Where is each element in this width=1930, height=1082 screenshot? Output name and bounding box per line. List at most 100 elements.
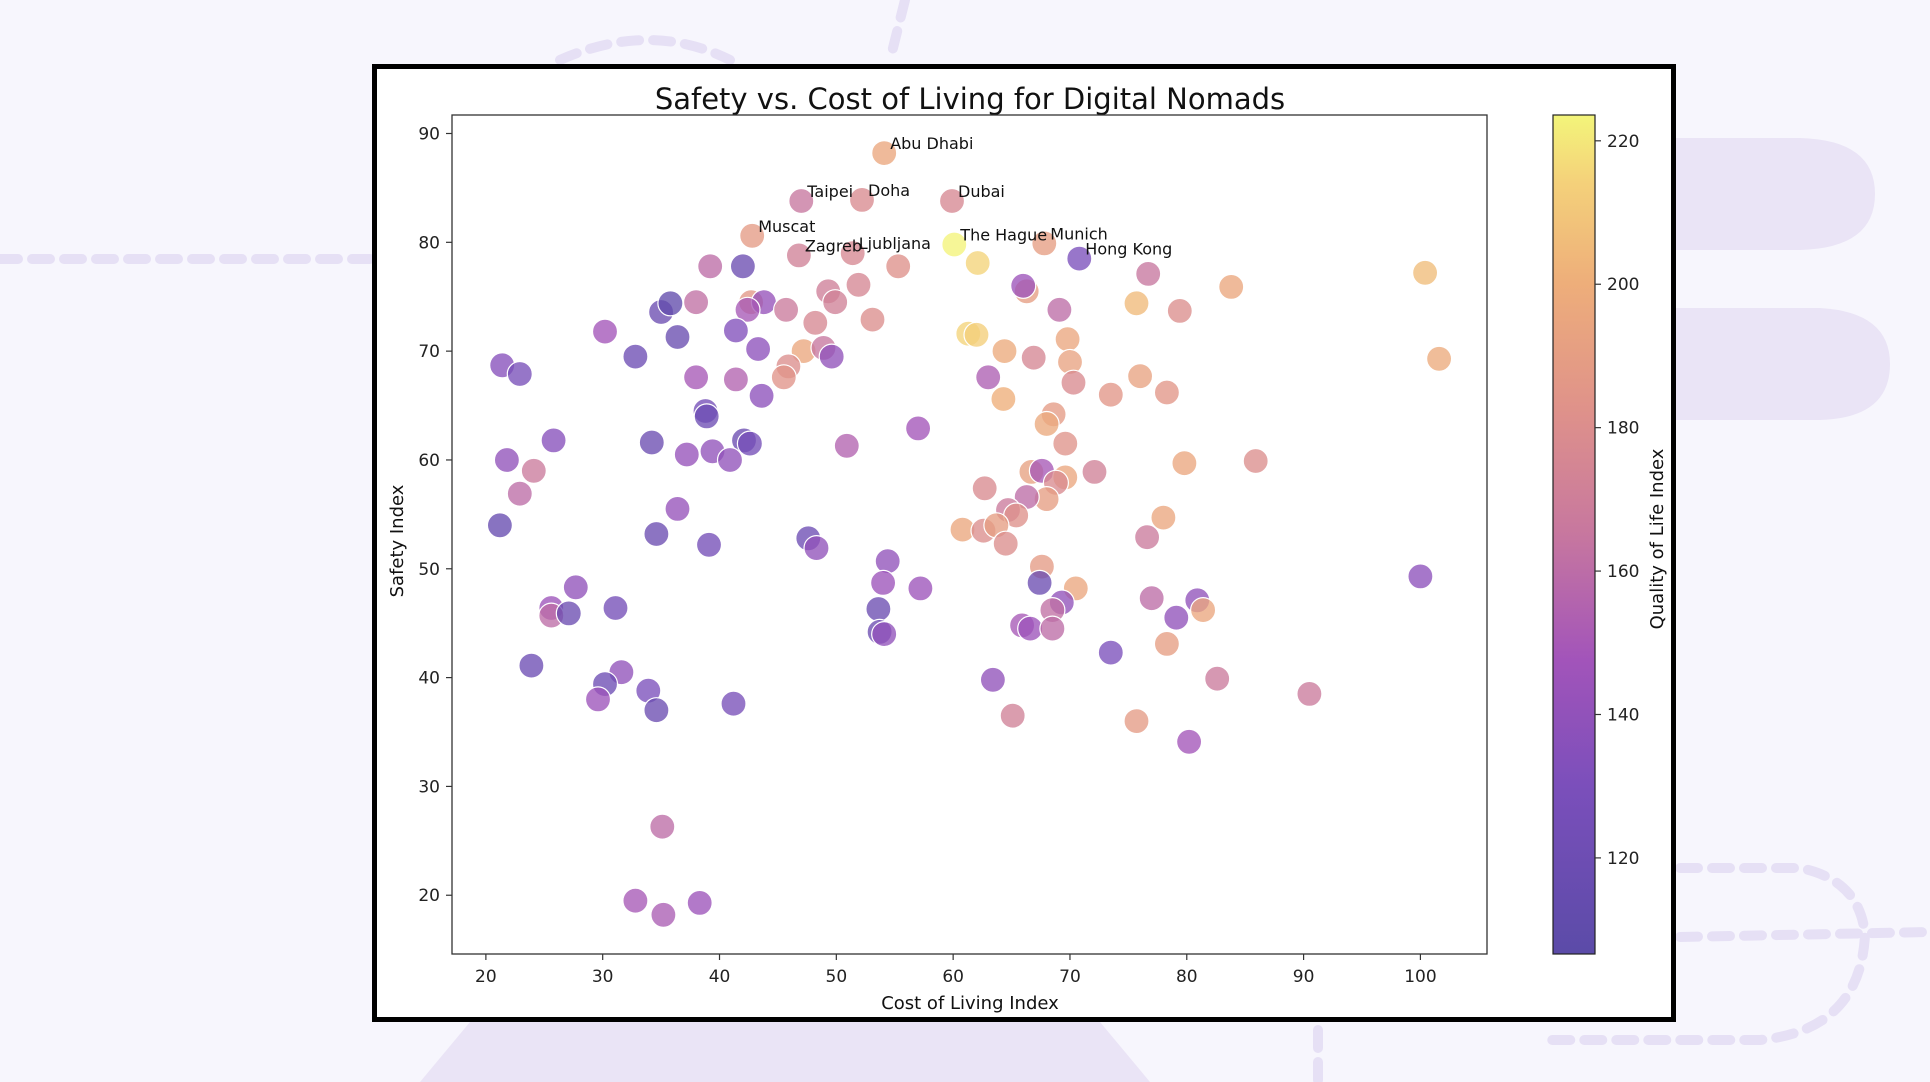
y-tick-label: 40 (418, 669, 440, 689)
data-point (748, 382, 775, 409)
x-tick-label: 50 (826, 967, 848, 987)
data-point (848, 186, 876, 213)
data-point (1033, 410, 1060, 438)
y-tick-label: 50 (418, 560, 440, 580)
data-point (562, 574, 589, 601)
data-point (990, 385, 1017, 413)
data-point (1017, 615, 1044, 642)
data-point (1166, 297, 1193, 324)
data-point (1138, 585, 1165, 612)
data-point (963, 321, 990, 348)
colorbar-tick-label: 120 (1607, 849, 1639, 869)
data-point (493, 446, 520, 474)
plot-area: Abu Dhabi Taipei Doha Dubai MuscatZagrebLjub… (451, 114, 1488, 955)
data-point (1133, 524, 1161, 551)
data-point (1153, 630, 1181, 658)
data-point (1031, 230, 1058, 257)
data-point (716, 446, 744, 474)
data-point (991, 338, 1018, 365)
point-annotation: Hong Kong (1085, 240, 1172, 259)
data-point (865, 595, 892, 623)
data-point (904, 415, 932, 442)
data-point (871, 139, 898, 167)
colorbar-tick-label: 180 (1607, 419, 1639, 439)
data-point (822, 289, 849, 316)
colorbar-gradient (1552, 114, 1596, 955)
data-point (833, 432, 860, 459)
colorbar-tick-label: 140 (1607, 705, 1639, 725)
point-annotation: The Hague (959, 226, 1047, 245)
colorbar-tick-label: 160 (1607, 562, 1639, 582)
data-point (1204, 665, 1231, 692)
x-axis: 20 30 40 50 60 70 80 90 100 (475, 954, 1437, 987)
data-point (650, 901, 677, 928)
data-point (788, 187, 815, 215)
data-point (1171, 450, 1198, 477)
y-tick-label: 80 (418, 233, 440, 253)
x-axis-label: Cost of Living Index (881, 993, 1059, 1014)
data-point (773, 296, 800, 323)
data-point (745, 335, 772, 363)
data-point (506, 360, 533, 388)
data-point (859, 306, 886, 333)
data-point (1054, 326, 1081, 353)
data-point (803, 535, 830, 562)
data-point (1189, 596, 1217, 624)
data-point (1097, 639, 1124, 666)
data-point (736, 430, 763, 457)
data-point (1123, 290, 1150, 317)
data-point (1060, 369, 1087, 396)
data-point (729, 253, 756, 280)
background-shapes (420, 138, 1890, 1082)
y-axis-label: Safety Index (387, 484, 408, 597)
data-point (643, 697, 670, 724)
colorbar-tick-label: 200 (1607, 275, 1639, 295)
data-point (1425, 345, 1453, 372)
data-point (686, 889, 713, 917)
data-point (885, 253, 912, 280)
colorbar: 120 140 160 180 200 220 (1552, 114, 1639, 955)
data-point (506, 480, 533, 507)
data-point (722, 317, 749, 344)
data-point (1066, 245, 1093, 272)
point-annotation: Muscat (758, 217, 815, 236)
y-tick-label: 70 (418, 342, 440, 362)
data-point (964, 249, 991, 277)
data-point (941, 231, 968, 258)
data-point (657, 290, 684, 317)
data-point (1175, 728, 1203, 755)
data-point (734, 296, 761, 323)
x-tick-label: 80 (1176, 967, 1198, 987)
data-point (1218, 273, 1245, 300)
data-point (693, 403, 720, 430)
data-point (664, 495, 691, 522)
data-point (1296, 680, 1323, 708)
data-point (907, 575, 934, 602)
data-point (785, 242, 812, 269)
data-point (1052, 430, 1079, 457)
data-point (520, 457, 547, 484)
point-annotation: Munich (1050, 224, 1107, 243)
data-point (1153, 379, 1181, 406)
data-point (1242, 447, 1269, 475)
x-tick-label: 70 (1059, 967, 1081, 987)
point-annotation: Ljubljana (859, 234, 931, 253)
point-annotation: Zagreb (805, 236, 862, 255)
data-point (649, 813, 676, 840)
data-point (845, 271, 872, 298)
colorbar-tick-label: 220 (1607, 132, 1639, 152)
data-point (1411, 259, 1439, 286)
x-tick-label: 100 (1404, 967, 1436, 987)
data-point (683, 289, 710, 316)
y-tick-label: 60 (418, 451, 440, 471)
data-point (979, 666, 1007, 693)
data-point (720, 690, 747, 717)
data-point (1026, 569, 1053, 597)
point-annotation: Doha (868, 181, 910, 200)
data-point (602, 594, 629, 622)
data-point (722, 366, 749, 393)
data-point (1046, 296, 1073, 323)
data-point (1150, 504, 1177, 531)
data-point (739, 222, 766, 249)
x-tick-label: 90 (1293, 967, 1315, 987)
